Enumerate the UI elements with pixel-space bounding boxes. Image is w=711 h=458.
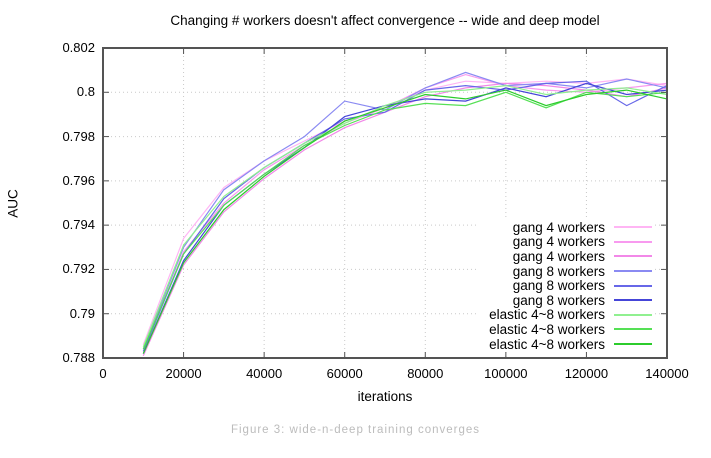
- legend-item: elastic 4~8 workers: [489, 322, 652, 337]
- legend-line-sample: [614, 343, 652, 346]
- y-tick-label: 0.792: [62, 261, 95, 277]
- legend-line-sample: [614, 240, 652, 243]
- legend-label: gang 4 workers: [512, 219, 605, 235]
- plot-border: [102, 47, 668, 359]
- legend-label: elastic 4~8 workers: [489, 307, 605, 323]
- legend-line-sample: [614, 299, 652, 302]
- y-tick-label: 0.788: [62, 350, 95, 365]
- x-tick-label: 60000: [326, 366, 363, 381]
- legend-line-sample: [614, 328, 652, 331]
- x-tick-label: 20000: [165, 366, 202, 381]
- legend-label: elastic 4~8 workers: [489, 321, 605, 337]
- x-tick-label: 120000: [564, 366, 609, 381]
- x-tick-label: 80000: [407, 366, 444, 381]
- series-line-8: [142, 89, 668, 354]
- x-axis-label: iterations: [357, 389, 413, 404]
- y-tick-label: 0.798: [62, 128, 95, 144]
- y-axis-label: AUC: [5, 189, 21, 218]
- legend: gang 4 workers gang 4 workers gang 4 worke…: [479, 220, 652, 352]
- legend-item: gang 8 workers: [489, 293, 652, 308]
- legend-line-sample: [614, 226, 652, 229]
- y-tick-label: 0.79: [69, 305, 95, 321]
- legend-label: gang 8 workers: [512, 263, 605, 279]
- legend-line-sample: [614, 313, 652, 316]
- legend-line-sample: [614, 270, 652, 273]
- y-tick-label: 0.794: [62, 217, 95, 233]
- series-line-7: [142, 91, 668, 350]
- legend-line-sample: [614, 284, 652, 287]
- legend-label: elastic 4~8 workers: [489, 336, 605, 352]
- legend-item: gang 8 workers: [489, 278, 652, 293]
- legend-item: gang 4 workers: [489, 220, 652, 235]
- legend-label: gang 4 workers: [512, 248, 605, 264]
- y-tick-label: 0.802: [62, 40, 95, 55]
- legend-line-sample: [614, 255, 652, 258]
- y-tick-label: 0.8: [76, 84, 95, 100]
- x-tick-label: 100000: [484, 366, 528, 381]
- legend-label: gang 4 workers: [512, 234, 605, 250]
- series-line-1: [142, 73, 668, 352]
- legend-item: elastic 4~8 workers: [489, 337, 652, 352]
- legend-item: gang 8 workers: [489, 264, 652, 279]
- legend-label: gang 8 workers: [512, 278, 605, 294]
- x-tick-label: 140000: [645, 366, 689, 381]
- x-tick-label: 0: [99, 366, 107, 381]
- y-tick-label: 0.796: [62, 172, 95, 188]
- legend-item: elastic 4~8 workers: [489, 307, 652, 323]
- chart-title: Changing # workers doesn't affect conver…: [170, 13, 600, 28]
- legend-item: gang 4 workers: [489, 249, 652, 264]
- series-line-6: [142, 84, 668, 348]
- x-tick-label: 40000: [246, 366, 283, 381]
- figure-caption: Figure 3: wide-n-deep training converges: [230, 424, 481, 436]
- legend-label: gang 8 workers: [512, 292, 605, 308]
- series-line-2: [142, 82, 668, 357]
- legend-item: gang 4 workers: [489, 234, 652, 250]
